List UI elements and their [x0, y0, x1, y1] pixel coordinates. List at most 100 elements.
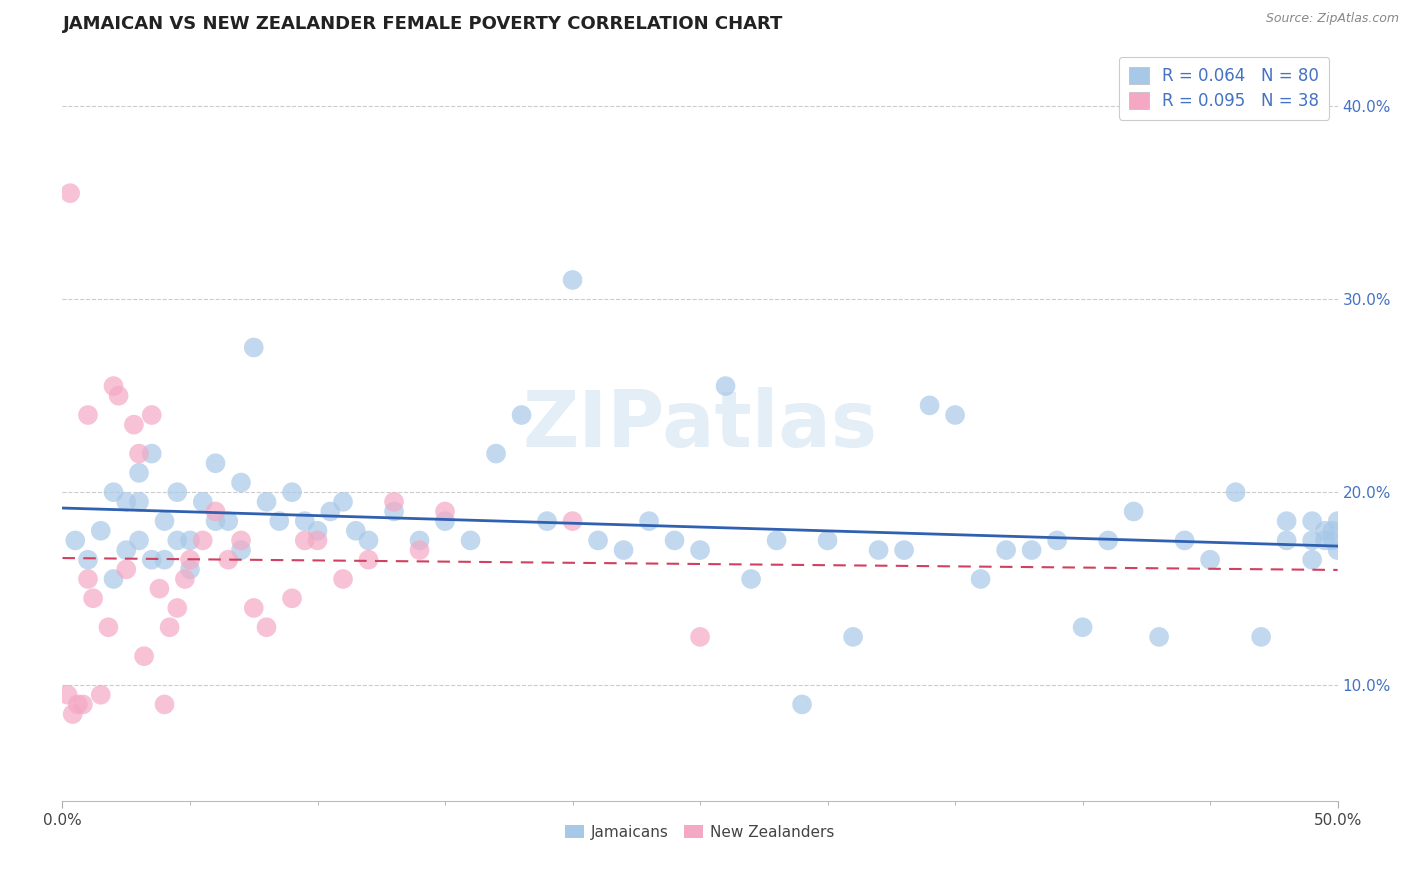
Point — [319, 504, 342, 518]
Point — [229, 533, 252, 548]
Point — [307, 524, 329, 538]
Point — [1301, 514, 1323, 528]
Point — [242, 601, 264, 615]
Point — [1275, 533, 1298, 548]
Point — [128, 495, 150, 509]
Point — [332, 495, 354, 509]
Point — [62, 707, 84, 722]
Point — [357, 533, 380, 548]
Point — [664, 533, 686, 548]
Point — [179, 562, 201, 576]
Point — [115, 495, 138, 509]
Point — [77, 572, 100, 586]
Point — [561, 514, 583, 528]
Point — [174, 572, 197, 586]
Point — [868, 543, 890, 558]
Point — [1301, 552, 1323, 566]
Point — [689, 630, 711, 644]
Point — [1275, 514, 1298, 528]
Point — [153, 552, 176, 566]
Text: ZIPatlas: ZIPatlas — [523, 386, 877, 463]
Point — [1326, 514, 1348, 528]
Point — [714, 379, 737, 393]
Point — [842, 630, 865, 644]
Text: Source: ZipAtlas.com: Source: ZipAtlas.com — [1265, 12, 1399, 25]
Point — [229, 543, 252, 558]
Point — [242, 341, 264, 355]
Point — [191, 533, 214, 548]
Point — [740, 572, 762, 586]
Point — [141, 552, 163, 566]
Point — [510, 408, 533, 422]
Point — [561, 273, 583, 287]
Point — [281, 591, 304, 606]
Point — [107, 389, 129, 403]
Point — [166, 485, 188, 500]
Point — [141, 447, 163, 461]
Point — [1097, 533, 1119, 548]
Point — [434, 514, 457, 528]
Point — [97, 620, 120, 634]
Point — [969, 572, 991, 586]
Point — [204, 456, 226, 470]
Point — [1322, 524, 1344, 538]
Point — [382, 495, 405, 509]
Legend: Jamaicans, New Zealanders: Jamaicans, New Zealanders — [560, 819, 841, 846]
Point — [217, 514, 239, 528]
Point — [943, 408, 966, 422]
Point — [90, 688, 112, 702]
Point — [115, 543, 138, 558]
Point — [1301, 533, 1323, 548]
Point — [66, 698, 89, 712]
Point — [1122, 504, 1144, 518]
Point — [586, 533, 609, 548]
Point — [128, 466, 150, 480]
Point — [204, 504, 226, 518]
Point — [1322, 533, 1344, 548]
Point — [460, 533, 482, 548]
Point — [159, 620, 181, 634]
Point — [82, 591, 104, 606]
Point — [434, 504, 457, 518]
Point — [269, 514, 291, 528]
Point — [344, 524, 367, 538]
Point — [204, 514, 226, 528]
Point — [72, 698, 94, 712]
Point — [918, 398, 941, 412]
Point — [1250, 630, 1272, 644]
Point — [612, 543, 634, 558]
Point — [1313, 524, 1336, 538]
Point — [1071, 620, 1094, 634]
Point — [294, 514, 316, 528]
Point — [1021, 543, 1043, 558]
Point — [128, 533, 150, 548]
Point — [1225, 485, 1247, 500]
Point — [256, 495, 278, 509]
Point — [689, 543, 711, 558]
Point — [179, 552, 201, 566]
Point — [191, 495, 214, 509]
Point — [103, 379, 125, 393]
Point — [179, 533, 201, 548]
Point — [294, 533, 316, 548]
Point — [65, 533, 87, 548]
Point — [332, 572, 354, 586]
Point — [122, 417, 145, 432]
Point — [56, 688, 79, 702]
Point — [307, 533, 329, 548]
Point — [638, 514, 661, 528]
Point — [141, 408, 163, 422]
Point — [485, 447, 508, 461]
Point — [153, 698, 176, 712]
Point — [77, 552, 100, 566]
Point — [408, 533, 430, 548]
Point — [790, 698, 813, 712]
Point — [1174, 533, 1197, 548]
Text: JAMAICAN VS NEW ZEALANDER FEMALE POVERTY CORRELATION CHART: JAMAICAN VS NEW ZEALANDER FEMALE POVERTY… — [62, 15, 783, 33]
Point — [281, 485, 304, 500]
Point — [148, 582, 170, 596]
Point — [995, 543, 1018, 558]
Point — [382, 504, 405, 518]
Point — [765, 533, 787, 548]
Point — [103, 485, 125, 500]
